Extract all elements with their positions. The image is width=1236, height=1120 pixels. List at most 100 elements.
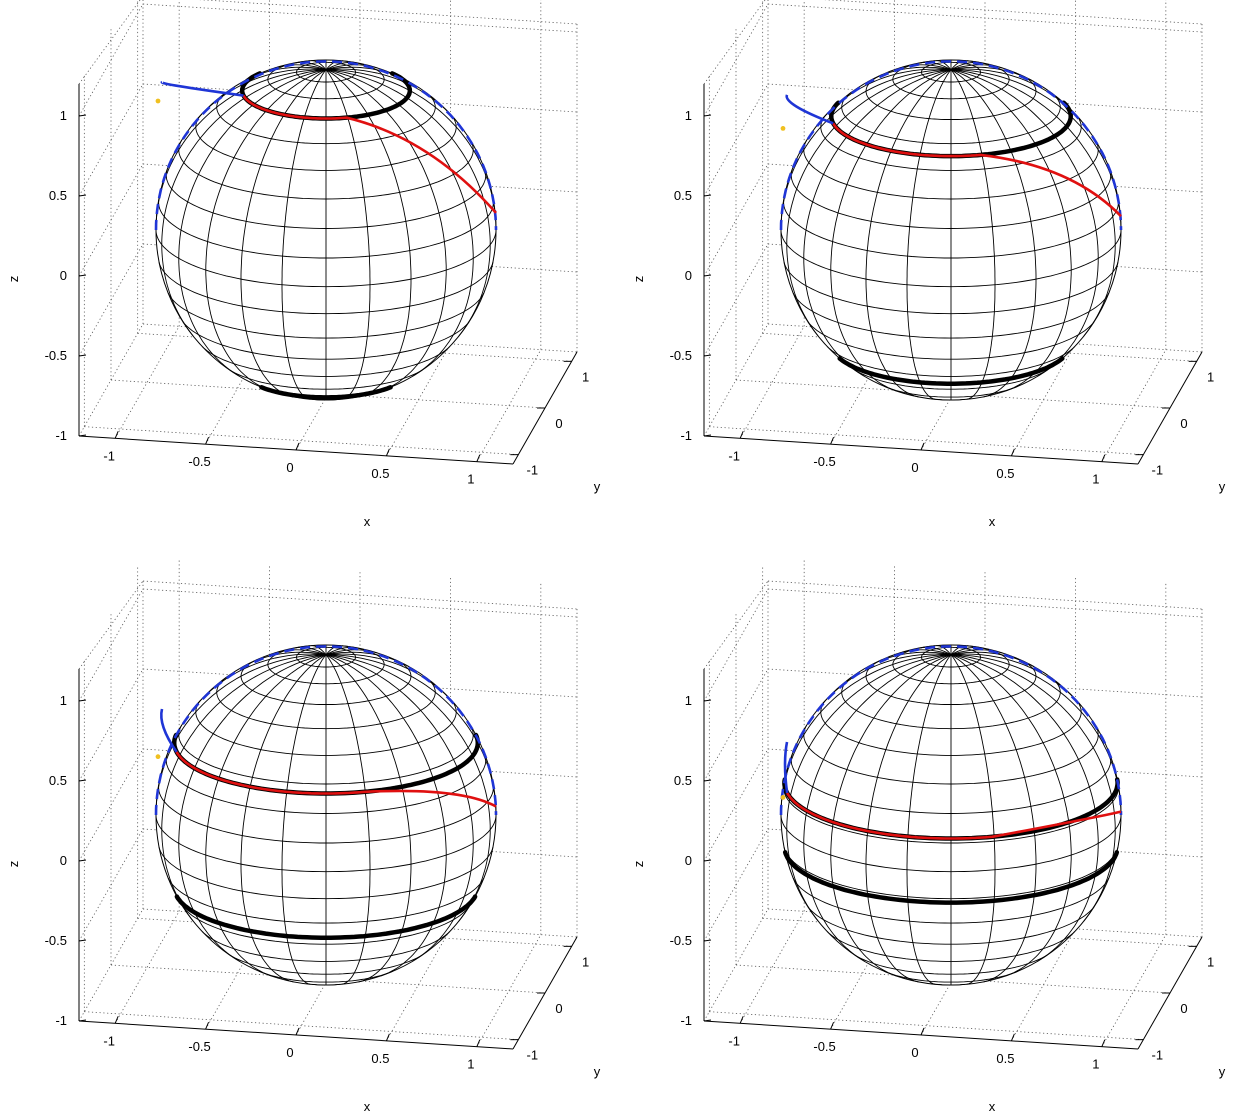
meridian-line (178, 69, 327, 377)
x-tick (476, 1039, 481, 1047)
z-tick-label: 0 (685, 853, 692, 868)
meridian-line (830, 654, 952, 977)
y-tick-label: -1 (527, 463, 539, 478)
y-tick-label: -1 (527, 1048, 539, 1063)
x-axis-label: x (364, 1099, 371, 1114)
z-tick-label: 0.5 (49, 773, 67, 788)
z-tick (78, 114, 87, 117)
meridian-line (950, 69, 1099, 377)
z-tick-label: 1 (685, 108, 692, 123)
subplot-1: -1 -0.5 0 0.5 1 -1 0 1 -1 -0.5 0 0.5 1 x y z (6, 0, 601, 529)
z-tick-label: -1 (680, 1013, 692, 1028)
start-point (155, 98, 161, 104)
y-tick-label: 1 (1207, 369, 1214, 384)
z-axis-label: z (6, 861, 21, 868)
z-tick (78, 779, 87, 782)
latitude-band (782, 850, 1120, 905)
trajectory (242, 94, 497, 214)
start-point (780, 794, 786, 800)
x-tick-label: 0 (286, 460, 293, 475)
z-tick (703, 779, 712, 782)
meridian-line (281, 654, 327, 985)
z-tick (78, 274, 87, 277)
y-axis-label: y (594, 1064, 601, 1079)
z-tick-label: -1 (55, 428, 67, 443)
z-tick (78, 859, 87, 862)
meridian-line (325, 654, 447, 977)
z-axis-label: z (6, 276, 21, 283)
x-axis-label: x (989, 514, 996, 529)
meridian-line (786, 69, 952, 337)
z-tick (78, 354, 87, 357)
great-circle-dashed (154, 60, 498, 231)
z-tick-label: 0.5 (49, 188, 67, 203)
x-tick-label: 1 (467, 1057, 474, 1072)
meridian-line (950, 69, 996, 400)
subplot-2: -1 -0.5 0 0.5 1 -1 0 1 -1 -0.5 0 0.5 1 x y z (631, 0, 1226, 529)
z-tick (78, 1019, 87, 1022)
meridian-line (325, 654, 474, 962)
meridian-line (803, 654, 952, 962)
great-circle-dashed (779, 60, 1123, 231)
meridian-line (899, 649, 952, 656)
z-tick (703, 699, 712, 702)
x-tick-label: 1 (467, 472, 474, 487)
x-tick (295, 442, 300, 451)
x-tick (205, 1021, 210, 1030)
x-tick-label: -0.5 (188, 1039, 210, 1054)
z-tick-label: -1 (680, 428, 692, 443)
z-tick (78, 699, 87, 702)
x-tick-label: 0.5 (371, 1051, 389, 1066)
meridian-line (820, 653, 952, 707)
y-tick-label: 0 (555, 1001, 562, 1016)
z-tick (703, 939, 712, 942)
latitude-band (259, 385, 393, 400)
y-tick-label: 1 (582, 369, 589, 384)
meridian-line (274, 649, 327, 656)
z-tick-label: -1 (55, 1013, 67, 1028)
z-tick-label: 1 (60, 693, 67, 708)
meridian-line (950, 654, 1116, 922)
x-tick (830, 436, 835, 445)
meridian-line (865, 69, 952, 398)
z-tick (703, 434, 712, 437)
meridian-line (274, 64, 327, 71)
z-tick-label: 1 (685, 693, 692, 708)
x-tick-label: 1 (1092, 1057, 1099, 1072)
y-tick-label: 0 (1180, 416, 1187, 431)
meridian-line (325, 69, 412, 398)
y-tick-label: -1 (1152, 1048, 1164, 1063)
meridian-line (155, 69, 327, 231)
x-tick-label: 0.5 (371, 466, 389, 481)
meridian-line (195, 653, 327, 707)
z-tick (78, 434, 87, 437)
z-tick (703, 194, 712, 197)
meridian-line (950, 69, 1037, 398)
meridian-line (950, 654, 996, 985)
meridian-line (325, 69, 491, 337)
x-tick-label: -0.5 (813, 1039, 835, 1054)
latitude-band (837, 356, 1065, 386)
x-tick (920, 1027, 925, 1036)
meridian-line (950, 654, 1099, 962)
meridian-line (803, 69, 952, 377)
latitude-band (174, 894, 478, 940)
z-tick-label: 0.5 (674, 773, 692, 788)
meridian-line (325, 69, 447, 392)
x-tick (114, 1016, 119, 1024)
meridian-line (906, 69, 952, 400)
x-tick-label: 0 (911, 460, 918, 475)
meridian-line (950, 69, 1116, 337)
x-tick (1101, 454, 1106, 462)
meridian-line (325, 654, 412, 983)
y-axis-label: y (594, 479, 601, 494)
sphere (154, 59, 498, 401)
meridian-line (786, 654, 952, 922)
trajectory-start-segment (160, 708, 178, 753)
trajectory-start-segment (160, 80, 244, 97)
meridian-line (325, 69, 371, 400)
x-tick (385, 448, 390, 457)
x-tick (1010, 1033, 1015, 1042)
z-tick (78, 194, 87, 197)
sphere (779, 644, 1123, 986)
